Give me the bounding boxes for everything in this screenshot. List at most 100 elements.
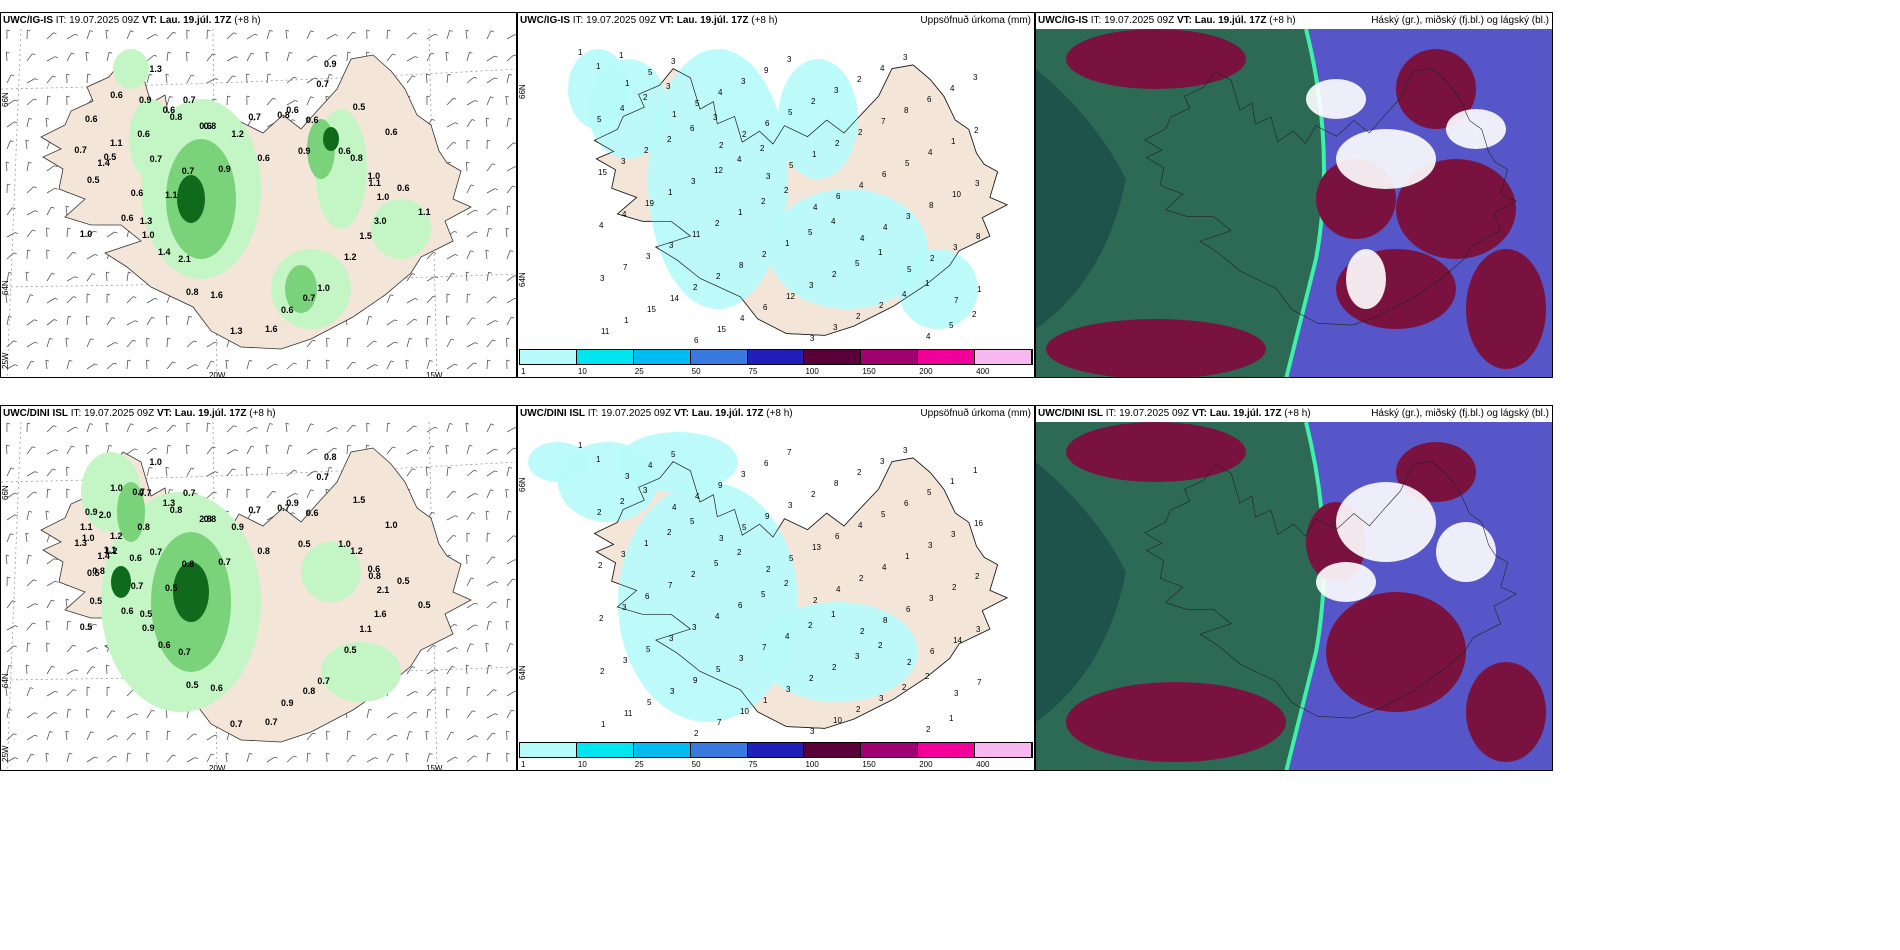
accum-value-label: 2: [974, 126, 979, 135]
accum-value-label: 6: [765, 119, 770, 128]
accum-value-label: 4: [737, 155, 742, 164]
accum-value-label: 2: [737, 548, 742, 557]
precip-value-label: 1.6: [265, 324, 278, 334]
accum-value-label: 3: [810, 334, 815, 343]
accum-value-label: 8: [883, 616, 888, 625]
accum-value-label: 2: [762, 250, 767, 259]
precip-value-label: 0.5: [344, 645, 357, 656]
mid-cloud-area: [1066, 422, 1246, 482]
accum-value-label: 1: [578, 441, 583, 450]
precip-value-label: 0.8: [203, 513, 217, 524]
accum-value-label: 5: [646, 645, 651, 654]
accum-value-label: 16: [974, 519, 983, 528]
accum-value-label: 4: [785, 632, 790, 641]
accum-value-label: 1: [596, 455, 601, 464]
high-cloud-area: [1036, 422, 1324, 770]
colorbar-segment: [918, 349, 976, 365]
accum-value-label: 7: [977, 678, 982, 687]
axis-label: 25W: [1, 352, 10, 369]
colorbar: 1 10 25 50 75 100 150 200 400: [518, 742, 1034, 770]
accum-value-label: 12: [714, 166, 723, 175]
panel-accum-1: UWC/IG-IS IT: 19.07.2025 09Z VT: Lau. 19…: [517, 12, 1035, 378]
accum-value-label: 11: [601, 327, 610, 336]
accum-value-label: 5: [695, 99, 700, 108]
cloud-boundary: [1284, 422, 1326, 770]
precip-value-label: 0.8: [324, 452, 337, 462]
accum-value-label: 14: [670, 294, 679, 303]
precip-value-label: 0.7: [183, 95, 196, 106]
accum-value-label: 6: [835, 532, 840, 541]
precip-value-label: 1.0: [142, 229, 155, 240]
accum-value-label: 4: [950, 84, 955, 93]
precip-value-label: 1.2: [231, 129, 244, 140]
accum-value-label: 4: [672, 503, 677, 512]
colorbar-segment: [747, 349, 805, 365]
precip-value-label: 2.8: [199, 513, 212, 524]
clear-area: [1436, 522, 1496, 582]
precip-area-light: [321, 642, 401, 702]
accum-value-label: 3: [954, 689, 959, 698]
clear-area: [1316, 562, 1376, 602]
accum-value-label: 3: [692, 623, 697, 632]
accum-value-label: 3: [622, 603, 627, 612]
accum-value-label: 1: [624, 316, 629, 325]
accum-value-label: 1: [738, 208, 743, 217]
accum-value-label: 1: [831, 610, 836, 619]
accum-value-label: 4: [622, 210, 627, 219]
precip-value-label: 1.0: [82, 533, 95, 543]
accum-value-label: 1: [925, 279, 930, 288]
accum-value-label: 1: [668, 188, 673, 197]
accum-value-label: 5: [714, 559, 719, 568]
accum-value-label: 4: [620, 104, 625, 113]
precip-value-label: 0.6: [129, 553, 142, 563]
accum-value-label: 3: [834, 86, 839, 95]
precip-value-label: 0.6: [306, 114, 319, 125]
precip-value-label: 1.1: [359, 623, 372, 634]
accum-value-label: 3: [879, 694, 884, 703]
accum-value-label: 4: [902, 290, 907, 299]
precip-value-label: 0.5: [397, 575, 410, 586]
colorbar-segment: [520, 349, 577, 365]
precip-value-label: 1.3: [230, 326, 243, 337]
accum-value-label: 5: [907, 265, 912, 274]
precip-value-label: 0.8: [350, 153, 363, 164]
accum-value-label: 6: [738, 601, 743, 610]
colorbar-tick-label: 1: [521, 367, 526, 376]
precip-value-label: 0.7: [230, 719, 243, 730]
accum-title: Uppsöfnuð úrkoma (mm): [920, 15, 1031, 26]
precip-value-label: 0.7: [178, 647, 191, 658]
precip-value-label: 0.6: [85, 113, 98, 124]
accum-value-label: 4: [836, 585, 841, 594]
precip-value-label: 0.9: [286, 497, 299, 508]
precip-value-label: 0.9: [142, 622, 155, 633]
precip-value-label: 1.0: [367, 170, 381, 181]
accum-value-label: 4: [648, 461, 653, 470]
colorbar-tick-label: 1: [521, 760, 526, 769]
colorbar-frame: [519, 349, 1033, 365]
precip-value-label: 2.1: [376, 584, 390, 595]
accum-map: 1 1 1 2 3 4 4 5 7 11 5 5 2 5 6 4 2 1 1 3 4 6 1 4 3 3 3 15 6 3 5 2 6 8 8 7 14…: [518, 29, 1034, 349]
precip-value-label: 1.0: [317, 283, 330, 294]
colorbar: 1 10 25 50 75 100 150 200 400: [518, 349, 1034, 377]
precip-value-label: 1.0: [79, 229, 93, 240]
accum-value-label: 10: [833, 716, 842, 725]
panel-accum-2: UWC/DINI ISL IT: 19.07.2025 09Z VT: Lau.…: [517, 405, 1035, 771]
precip-area-light: [113, 49, 149, 89]
precip-value-label: 0.7: [183, 488, 196, 499]
accum-value-label: 7: [762, 643, 767, 652]
precip-value-label: 0.7: [181, 166, 195, 176]
accum-value-label: 8: [834, 479, 839, 488]
panel-title: UWC/DINI ISL IT: 19.07.2025 09Z VT: Lau.…: [1038, 408, 1311, 419]
high-cloud-area: [1036, 69, 1126, 329]
precip-value-label: 0.6: [121, 605, 134, 616]
accum-value-label: 3: [903, 53, 908, 62]
accum-value-label: 3: [809, 281, 814, 290]
accum-value-label: 5: [855, 259, 860, 268]
precip-value-label: 0.7: [132, 486, 145, 497]
mid-cloud-area: [1396, 49, 1476, 129]
precip-value-label: 0.5: [298, 539, 311, 549]
accum-value-label: 1: [951, 137, 956, 146]
accum-value-label: 1: [950, 477, 955, 486]
layers-title: Háský (gr.), miðský (fj.bl.) og lágský (…: [1371, 15, 1549, 26]
clear-area: [1306, 79, 1366, 119]
